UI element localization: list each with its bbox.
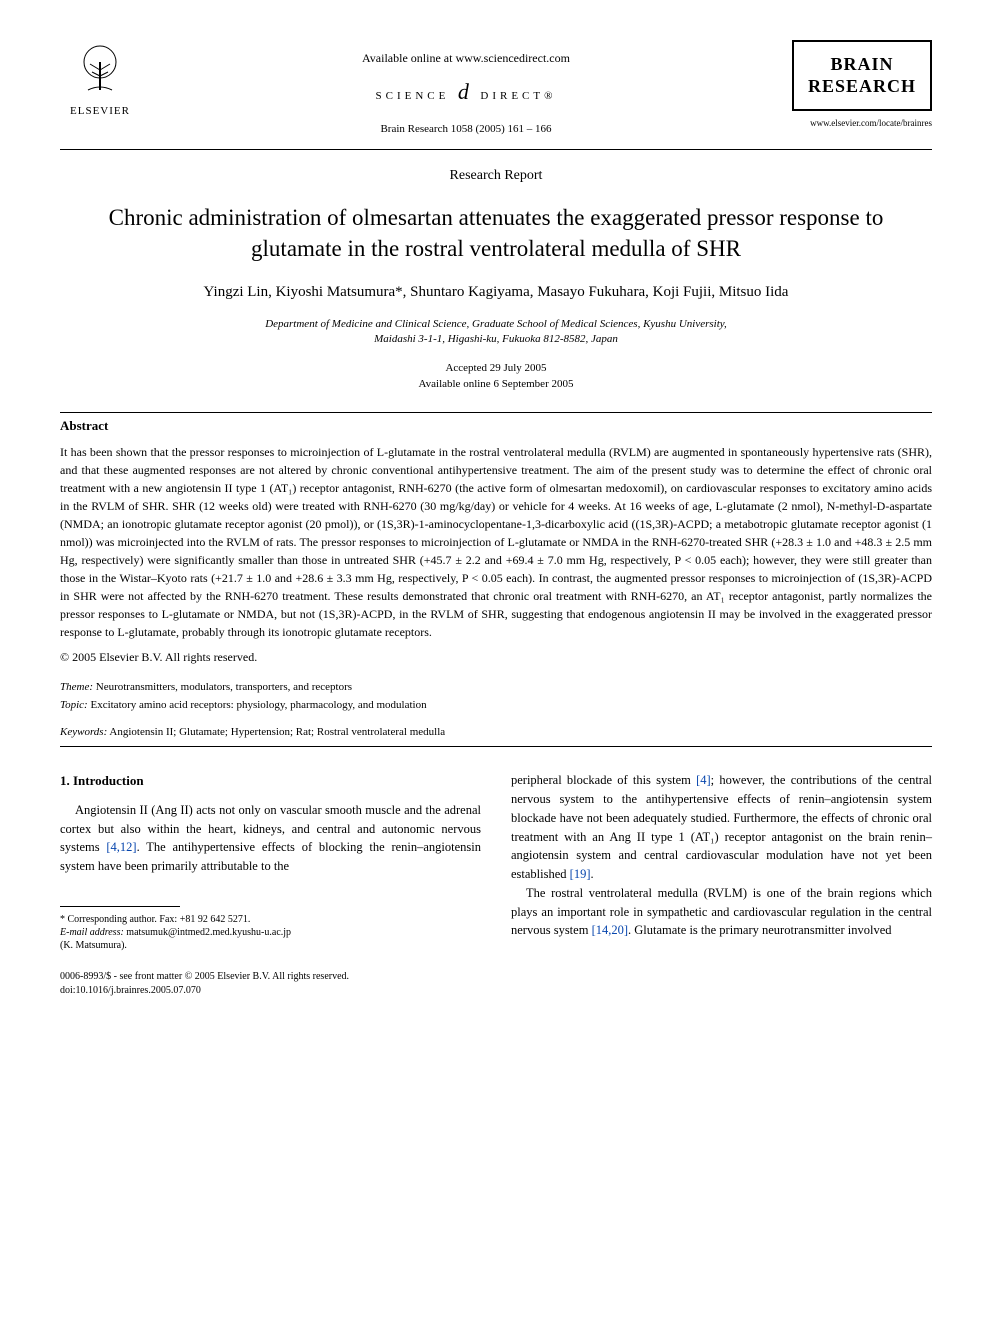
para1-text-d: ; however, the contributions of the cent… (511, 773, 932, 881)
topic-label: Topic: (60, 699, 88, 711)
authors: Yingzi Lin, Kiyoshi Matsumura*, Shuntaro… (60, 282, 932, 303)
article-title: Chronic administration of olmesartan att… (90, 202, 902, 264)
header-center: Available online at www.sciencedirect.co… (140, 40, 792, 141)
para1-text-c: peripheral blockade of this system (511, 773, 696, 787)
footnote-separator (60, 906, 180, 907)
keywords-value: Angiotensin II; Glutamate; Hypertension;… (109, 726, 445, 738)
journal-name-line2: RESEARCH (802, 76, 922, 98)
sciencedirect-logo: SCIENCE d DIRECT® (140, 77, 792, 108)
email-line: E-mail address: matsumuk@intmed2.med.kyu… (60, 926, 481, 939)
article-dates: Accepted 29 July 2005 Available online 6… (60, 361, 932, 392)
available-online-text: Available online at www.sciencedirect.co… (140, 50, 792, 67)
elsevier-logo: ELSEVIER (60, 40, 140, 130)
email-name: (K. Matsumura). (60, 939, 481, 952)
keywords-label: Keywords: (60, 726, 107, 738)
intro-para-2: The rostral ventrolateral medulla (RVLM)… (511, 884, 932, 940)
issn-line: 0006-8993/$ - see front matter © 2005 El… (60, 970, 349, 984)
journal-url: www.elsevier.com/locate/brainres (792, 117, 932, 130)
affiliation-line2: Maidashi 3-1-1, Higashi-ku, Fukuoka 812-… (374, 333, 618, 345)
doi-line: doi:10.1016/j.brainres.2005.07.070 (60, 984, 349, 998)
corresponding-author: * Corresponding author. Fax: +81 92 642 … (60, 913, 481, 926)
ref-4-12[interactable]: [4,12] (106, 840, 136, 854)
journal-logo-block: BRAIN RESEARCH www.elsevier.com/locate/b… (792, 40, 932, 130)
email-label: E-mail address: (60, 927, 124, 938)
elsevier-tree-icon (70, 40, 130, 100)
abstract-heading: Abstract (60, 417, 932, 435)
footer-left: 0006-8993/$ - see front matter © 2005 El… (60, 970, 349, 998)
ref-14-20[interactable]: [14,20] (592, 923, 628, 937)
keywords-line: Keywords: Angiotensin II; Glutamate; Hyp… (60, 725, 932, 740)
ref-4[interactable]: [4] (696, 773, 711, 787)
ref-19[interactable]: [19] (570, 867, 591, 881)
theme-value: Neurotransmitters, modulators, transport… (96, 681, 352, 693)
body-columns: 1. Introduction Angiotensin II (Ang II) … (60, 771, 932, 952)
page-footer: 0006-8993/$ - see front matter © 2005 El… (60, 970, 932, 998)
theme-line: Theme: Neurotransmitters, modulators, tr… (60, 680, 932, 695)
right-column: peripheral blockade of this system [4]; … (511, 771, 932, 952)
copyright: © 2005 Elsevier B.V. All rights reserved… (60, 649, 932, 666)
article-type: Research Report (60, 166, 932, 186)
topic-line: Topic: Excitatory amino acid receptors: … (60, 698, 932, 713)
left-column: 1. Introduction Angiotensin II (Ang II) … (60, 771, 481, 952)
available-date: Available online 6 September 2005 (419, 378, 574, 390)
abstract-rule-top (60, 412, 932, 413)
theme-label: Theme: (60, 681, 93, 693)
intro-para-1-left: Angiotensin II (Ang II) acts not only on… (60, 801, 481, 876)
journal-title-box: BRAIN RESEARCH (792, 40, 932, 111)
affiliation: Department of Medicine and Clinical Scie… (60, 317, 932, 348)
topic-value: Excitatory amino acid receptors: physiol… (90, 699, 426, 711)
elsevier-name: ELSEVIER (70, 104, 130, 119)
header-rule (60, 149, 932, 150)
journal-citation: Brain Research 1058 (2005) 161 – 166 (140, 122, 792, 137)
para1-text-e: . (591, 867, 594, 881)
intro-para-1-right: peripheral blockade of this system [4]; … (511, 771, 932, 884)
page-header: ELSEVIER Available online at www.science… (60, 40, 932, 141)
journal-name-line1: BRAIN (802, 54, 922, 76)
affiliation-line1: Department of Medicine and Clinical Scie… (265, 318, 727, 330)
section-1-heading: 1. Introduction (60, 771, 481, 791)
email-address: matsumuk@intmed2.med.kyushu-u.ac.jp (126, 927, 291, 938)
abstract-text: It has been shown that the pressor respo… (60, 443, 932, 641)
para2-text-b: . Glutamate is the primary neurotransmit… (628, 923, 891, 937)
abstract-rule-bottom (60, 746, 932, 747)
accepted-date: Accepted 29 July 2005 (445, 362, 546, 374)
